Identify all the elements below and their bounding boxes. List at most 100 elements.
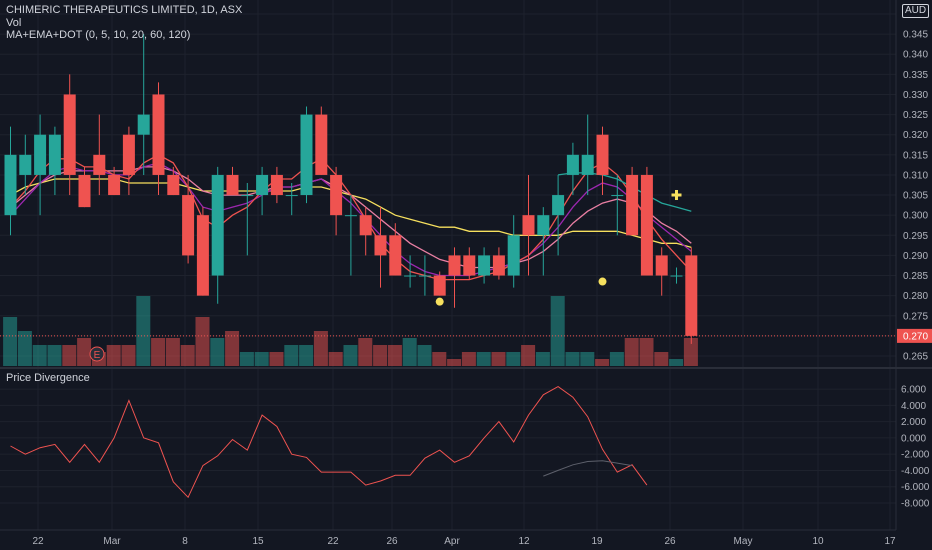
time-tick: 26 bbox=[664, 536, 676, 547]
candle-body bbox=[315, 114, 328, 175]
candle-body bbox=[93, 154, 106, 175]
volume-bar bbox=[373, 345, 388, 366]
ma-line bbox=[558, 172, 692, 212]
time-tick: 8 bbox=[182, 536, 188, 547]
volume-bar bbox=[47, 345, 62, 366]
time-tick: 26 bbox=[386, 536, 398, 547]
candle-body bbox=[19, 154, 32, 175]
candle-body bbox=[344, 215, 357, 217]
osc-axis: 6.000 4.000 2.000 0.000 -2.000 -4.000 -6.000 -8… bbox=[901, 385, 930, 510]
time-tick: Apr bbox=[444, 536, 460, 547]
time-tick: May bbox=[734, 536, 753, 547]
candle-body bbox=[137, 114, 150, 135]
time-tick: 15 bbox=[252, 536, 264, 547]
volume-bar bbox=[121, 345, 136, 366]
volume-bar bbox=[343, 345, 358, 366]
candle-body bbox=[285, 195, 298, 197]
volume-bar bbox=[683, 338, 698, 366]
candle-body bbox=[211, 174, 224, 276]
price-axis: 0.3500.3450.3400.3350.3300.3250.3200.315… bbox=[903, 10, 928, 363]
candle-body bbox=[152, 94, 165, 175]
volume-bar bbox=[402, 338, 417, 366]
earnings-marker-label: E bbox=[94, 350, 101, 361]
price-tick: 0.295 bbox=[903, 231, 928, 242]
osc-tick: -8.000 bbox=[901, 499, 930, 510]
volume-bar bbox=[639, 338, 654, 366]
candle-body bbox=[48, 134, 61, 175]
candle-body bbox=[448, 255, 461, 276]
divergence-signal bbox=[543, 460, 633, 477]
volume-bar bbox=[165, 338, 180, 366]
volume-bar bbox=[225, 331, 240, 366]
osc-tick: 0.000 bbox=[901, 433, 926, 444]
osc-tick: 4.000 bbox=[901, 401, 926, 412]
candle-body bbox=[4, 154, 17, 216]
price-tick: 0.310 bbox=[903, 170, 928, 181]
time-tick: 17 bbox=[884, 536, 896, 547]
price-tick: 0.320 bbox=[903, 130, 928, 141]
price-tick: 0.345 bbox=[903, 30, 928, 41]
osc-tick: -2.000 bbox=[901, 450, 930, 461]
volume-bar bbox=[299, 345, 314, 366]
divergence-lines bbox=[10, 386, 648, 499]
signal-dot bbox=[598, 277, 607, 286]
divergence-line bbox=[10, 386, 648, 499]
volume-bar bbox=[432, 352, 447, 366]
volume-bar bbox=[210, 338, 225, 366]
signal-cross bbox=[671, 190, 682, 201]
candle-body bbox=[566, 154, 579, 175]
candle-body bbox=[256, 174, 269, 196]
volume-bar bbox=[476, 352, 491, 366]
volume-bar bbox=[358, 338, 373, 366]
volume-bar bbox=[32, 345, 47, 366]
last-price-label: 0.270 bbox=[903, 331, 928, 342]
osc-tick: 6.000 bbox=[901, 385, 926, 396]
candle-body bbox=[552, 195, 565, 216]
volume-bar bbox=[535, 352, 550, 366]
candle-body bbox=[389, 235, 402, 276]
volume-bar bbox=[254, 352, 269, 366]
candle-body bbox=[433, 275, 446, 296]
candle-body bbox=[507, 235, 520, 276]
osc-tick: -4.000 bbox=[901, 466, 930, 477]
candle-body bbox=[196, 215, 209, 296]
volume-bar bbox=[491, 352, 506, 366]
candle-body bbox=[670, 275, 683, 277]
volume-bar bbox=[565, 352, 580, 366]
candle-body bbox=[78, 174, 91, 208]
volume-bar bbox=[180, 345, 195, 366]
candle-body bbox=[596, 134, 609, 175]
volume-bars bbox=[3, 296, 698, 366]
divergence-legend: Price Divergence bbox=[6, 372, 90, 384]
signal-dot bbox=[435, 297, 444, 306]
osc-tick: 2.000 bbox=[901, 417, 926, 428]
last-price-badge bbox=[897, 328, 932, 343]
time-tick: Mar bbox=[103, 536, 121, 547]
volume-bar bbox=[195, 317, 210, 366]
volume-bar bbox=[447, 359, 462, 366]
price-tick: 0.280 bbox=[903, 291, 928, 302]
currency-badge[interactable]: AUD bbox=[902, 4, 930, 18]
volume-bar bbox=[595, 359, 610, 366]
volume-bar bbox=[580, 352, 595, 366]
candle-body bbox=[270, 174, 283, 196]
volume-bar bbox=[136, 296, 151, 366]
candle-body bbox=[167, 174, 180, 196]
volume-bar bbox=[313, 331, 328, 366]
volume-bar bbox=[461, 352, 476, 366]
candles bbox=[4, 34, 698, 344]
price-tick: 0.325 bbox=[903, 110, 928, 121]
volume-bar bbox=[284, 345, 299, 366]
price-tick: 0.275 bbox=[903, 311, 928, 322]
price-tick: 0.265 bbox=[903, 352, 928, 363]
candle-body bbox=[241, 195, 254, 197]
candle-body bbox=[463, 255, 476, 276]
time-tick: 12 bbox=[518, 536, 530, 547]
price-tick: 0.305 bbox=[903, 191, 928, 202]
candle-body bbox=[226, 174, 239, 196]
volume-bar bbox=[669, 359, 684, 366]
candle-body bbox=[374, 235, 387, 256]
price-tick: 0.290 bbox=[903, 251, 928, 262]
candle-body bbox=[537, 215, 550, 236]
